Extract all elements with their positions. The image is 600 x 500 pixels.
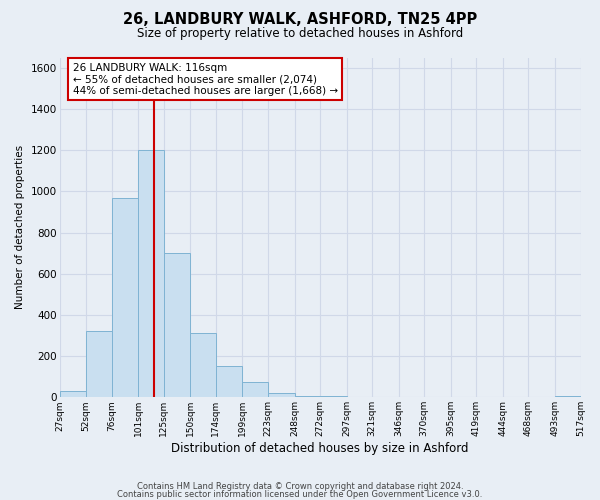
Bar xyxy=(164,253,190,398)
Bar xyxy=(320,396,347,398)
Bar xyxy=(216,366,242,398)
Bar xyxy=(59,391,86,398)
Text: 26, LANDBURY WALK, ASHFORD, TN25 4PP: 26, LANDBURY WALK, ASHFORD, TN25 4PP xyxy=(123,12,477,28)
Bar xyxy=(242,382,268,398)
Text: Contains HM Land Registry data © Crown copyright and database right 2024.: Contains HM Land Registry data © Crown c… xyxy=(137,482,463,491)
Bar xyxy=(138,150,164,398)
Bar xyxy=(295,396,320,398)
Bar xyxy=(86,332,112,398)
Text: Size of property relative to detached houses in Ashford: Size of property relative to detached ho… xyxy=(137,28,463,40)
Text: Contains public sector information licensed under the Open Government Licence v3: Contains public sector information licen… xyxy=(118,490,482,499)
Bar xyxy=(268,393,295,398)
Bar xyxy=(190,334,216,398)
Y-axis label: Number of detached properties: Number of detached properties xyxy=(15,146,25,310)
X-axis label: Distribution of detached houses by size in Ashford: Distribution of detached houses by size … xyxy=(171,442,469,455)
Bar xyxy=(112,198,138,398)
Bar xyxy=(555,396,581,398)
Text: 26 LANDBURY WALK: 116sqm
← 55% of detached houses are smaller (2,074)
44% of sem: 26 LANDBURY WALK: 116sqm ← 55% of detach… xyxy=(73,62,338,96)
